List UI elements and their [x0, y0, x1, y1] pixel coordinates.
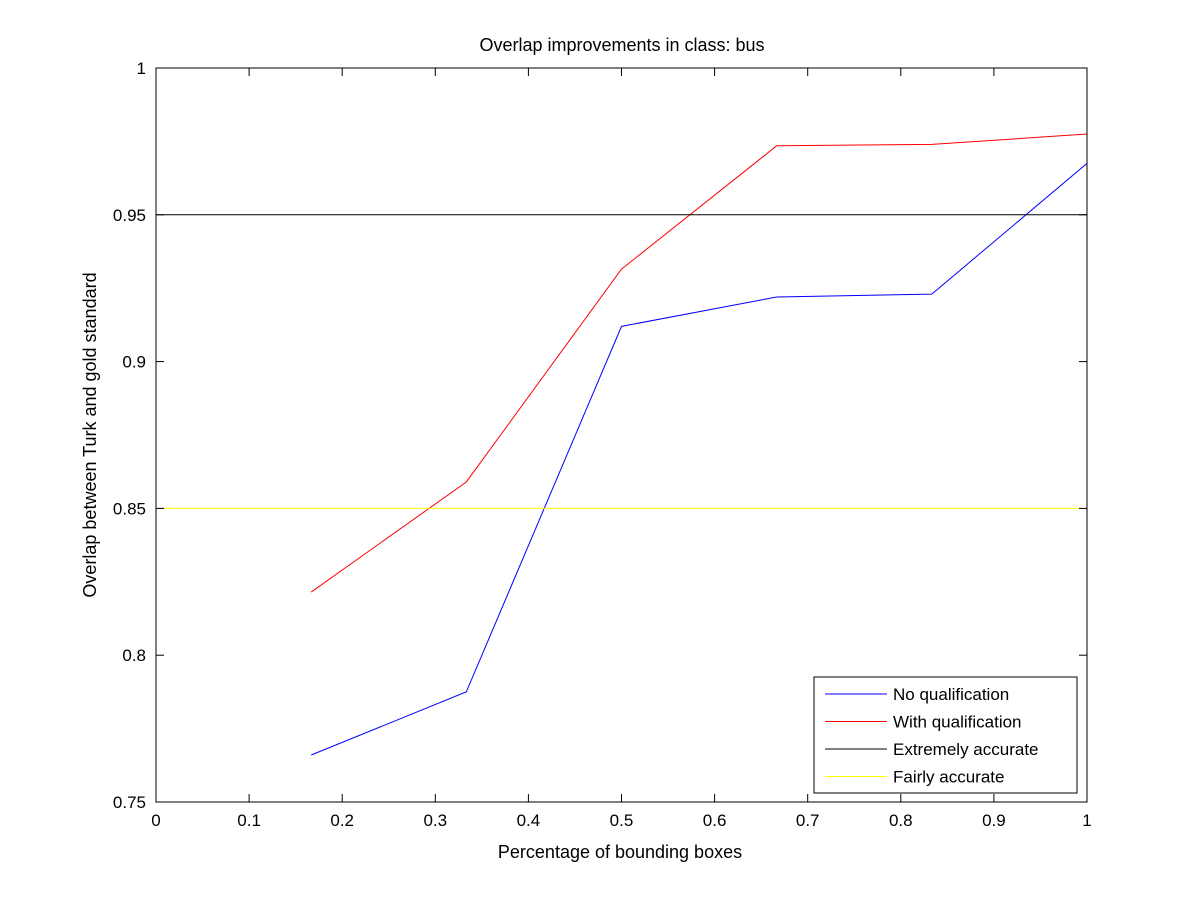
y-tick-label: 0.8: [122, 646, 146, 665]
x-axis-label: Percentage of bounding boxes: [498, 842, 742, 862]
x-tick-label: 0.8: [889, 811, 913, 830]
y-tick-label: 0.9: [122, 353, 146, 372]
x-tick-label: 0.7: [796, 811, 820, 830]
x-tick-label: 0.2: [330, 811, 354, 830]
x-tick-label: 1: [1082, 811, 1091, 830]
x-tick-label: 0.4: [517, 811, 541, 830]
legend-label: No qualification: [893, 685, 1009, 704]
y-tick-label: 0.95: [113, 206, 146, 225]
x-tick-label: 0.6: [703, 811, 727, 830]
chart-title: Overlap improvements in class: bus: [479, 35, 764, 55]
x-tick-label: 0.5: [610, 811, 634, 830]
y-tick-label: 0.75: [113, 793, 146, 812]
y-axis-label: Overlap between Turk and gold standard: [80, 272, 100, 597]
x-tick-label: 0.3: [423, 811, 447, 830]
y-tick-label: 0.85: [113, 499, 146, 518]
y-axis: 0.75 0.8 0.85 0.9 0.95 1: [113, 59, 1087, 812]
x-tick-label: 0: [151, 811, 160, 830]
x-tick-label: 0.1: [237, 811, 261, 830]
legend: No qualification With qualification Extrem…: [813, 676, 1078, 794]
series-line-no-qualification: [311, 163, 1088, 756]
legend-box: [813, 676, 1078, 794]
series-line-with-qualification: [310, 133, 1088, 593]
legend-label: With qualification: [893, 713, 1022, 732]
legend-label: Extremely accurate: [893, 740, 1039, 759]
x-tick-label: 0.9: [982, 811, 1006, 830]
y-tick-label: 1: [137, 59, 146, 78]
legend-label: Fairly accurate: [893, 768, 1004, 787]
x-axis: 0 0.1 0.2 0.3 0.4 0.5 0.6 0.7 0.8 0.9 1: [151, 68, 1092, 830]
